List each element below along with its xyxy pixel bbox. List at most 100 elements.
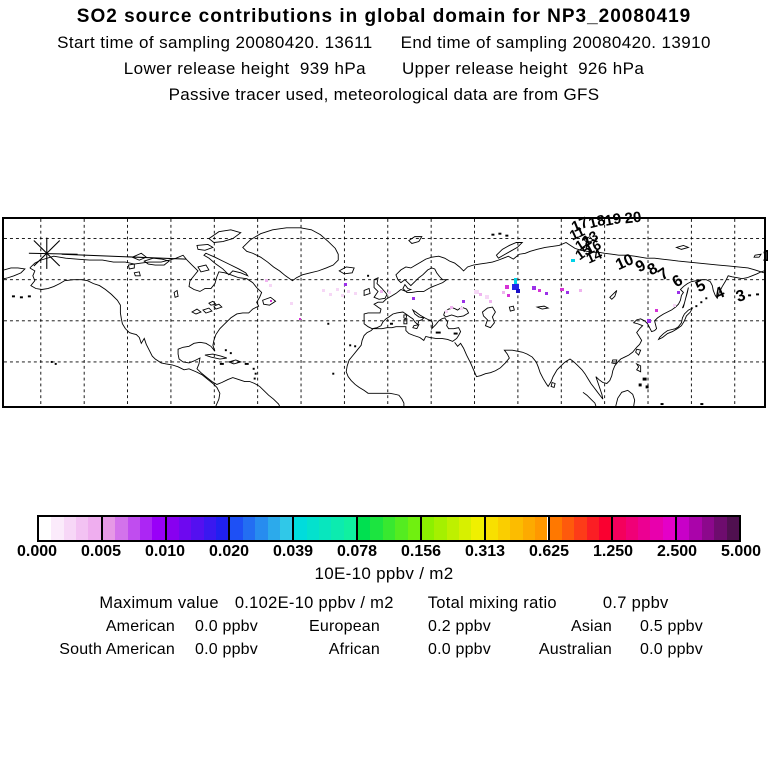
trajectory-labels-layer: 17 18 19 20 11 13 12 16 15 14 10 9 8 7 6 5 4 3 1 [4,209,768,406]
colorbar [37,515,741,542]
concentration-pixel [344,283,347,286]
colorbar-step [370,517,383,540]
colorbar-step [191,517,204,540]
concentration-pixel [677,291,680,294]
region-name: European [309,618,380,635]
concentration-pixel [566,291,569,294]
trajectory-hour-label: 4 [712,283,728,304]
coastline-sakhalin [682,287,689,309]
release-heights-line: Lower release height 939 hPa Upper releas… [0,59,768,79]
coastline-north-america-pacific [29,267,221,406]
coastline-lake-baikal [609,290,618,300]
lat-lon-gridlines [4,219,764,406]
concentration-pixel [532,286,536,290]
colorbar-step [446,517,459,540]
trajectory-hour-label: 1 [762,248,768,265]
colorbar-units-label: 10E-10 ppbv / m2 [314,564,454,583]
colorbar-step [613,517,626,540]
colorbar-step [318,517,332,540]
coastline-caspian-sea [481,306,496,329]
region-name: African [328,641,380,658]
colorbar-step [662,517,676,540]
coastline-eurasia-africa [345,241,764,406]
colorbar-step [485,517,499,540]
coastline-sicily [412,324,420,330]
colorbar-step [279,517,293,540]
concentration-dots-layer [4,219,764,406]
colorbar-step [638,517,651,540]
colorbar-step [701,517,715,540]
concentration-pixel [647,319,651,323]
concentration-pixel [450,306,453,309]
colorbar-tick-label: 0.010 [144,543,186,560]
colorbar-step [510,517,523,540]
concentration-pixel [265,279,268,282]
coastline-aral-sea [508,305,515,312]
concentration-pixel [336,288,339,291]
region-name: Australian [538,641,612,658]
concentration-pixel [269,284,272,287]
colorbar-step [522,517,536,540]
colorbar-tick-label: 0.005 [80,543,122,560]
coastline-great-bear-lake [127,263,135,270]
trajectory-line [61,253,187,260]
colorbar-step [166,517,179,540]
concentration-pixel [560,288,564,291]
colorbar-step [726,517,739,540]
colorbar-step [382,517,396,540]
concentration-pixel [571,259,575,262]
colorbar-segment [675,517,739,540]
colorbar-step [343,517,357,540]
colorbar-step [689,517,702,540]
region-name: South American [59,641,175,658]
colorbar-segment [483,517,548,540]
concentration-pixel [347,290,350,293]
legend-summary-line: Maximum value 0.102E-10 ppbv / m2 Total … [0,594,768,613]
coastline-sumatra [582,391,597,406]
concentration-pixel [322,289,325,292]
coastline-great-lakes [191,300,223,315]
colorbar-tick-label: 2.500 [656,543,698,560]
small-islands [11,232,760,406]
concentration-pixel [489,300,492,303]
coastline-novaya-zemlya [495,242,524,259]
coastline-devon-island [196,244,214,251]
colorbar-step [395,517,408,540]
coastline-arabia-asia [454,270,764,400]
concentration-pixel [388,291,391,294]
start-time-text: Start time of sampling 20080420. 13611 [57,33,373,52]
colorbar-step [574,517,587,540]
colorbar-step [127,517,140,540]
colorbar-tick-label: 0.039 [272,543,314,560]
colorbar-step [549,517,562,540]
colorbar-step [458,517,472,540]
concentration-pixel [290,302,293,305]
world-map-svg [4,219,764,406]
colorbar-step [650,517,663,540]
concentration-pixel [655,309,658,312]
concentration-pixel [507,294,510,297]
colorbar-step [102,517,116,540]
coastline-japan [657,307,694,341]
coastline-borneo [615,389,636,406]
coastline-chukotka-wrap [4,267,26,280]
concentration-pixel [673,304,676,307]
total-mixing-ratio-value: 0.7 ppbv [602,594,669,612]
colorbar-step [115,517,128,540]
colorbar-step [714,517,727,540]
colorbar-tick-label: 0.625 [528,543,570,560]
trajectory-hour-label: 6 [669,272,687,292]
coastline-new-siberian-islands [675,244,690,250]
colorbar-tick-label: 0.156 [400,543,442,560]
concentration-pixel [579,289,582,292]
colorbar-step [178,517,192,540]
colorbar-step [152,517,165,540]
coastline-lake-balkhash [535,305,550,310]
concentration-pixel [445,310,448,313]
concentration-pixel [412,297,415,300]
colorbar-step [434,517,447,540]
legend-regions-row-2: South American 0.0 ppbv African 0.0 ppbv… [0,641,768,659]
concentration-pixel [505,285,509,289]
coastline-corsica [403,314,408,320]
